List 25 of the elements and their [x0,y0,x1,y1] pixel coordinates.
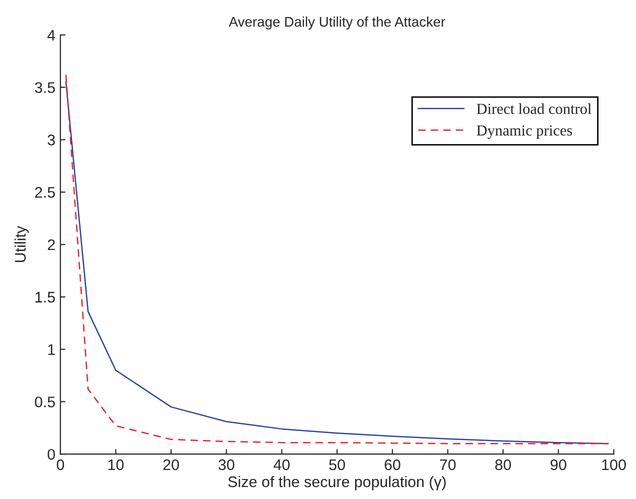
y-tick-label: 2 [48,239,55,250]
y-tick-label: 2.5 [35,186,55,198]
y-tick-label: 1 [48,344,55,355]
y-tick-label: 3.5 [34,82,55,94]
x-tick-label: 20 [163,459,179,470]
x-tick-label: 40 [274,459,290,470]
y-tick-label: 0 [48,448,55,460]
x-tick-label: 30 [218,459,234,470]
y-tick-label: 0.5 [34,396,55,408]
y-axis-title: Utility [14,226,29,262]
x-tick-label: 90 [550,459,566,470]
chart-title: Average Daily Utility of the Attacker [228,16,446,30]
y-tick-label: 3 [48,134,55,146]
x-tick-label: 70 [440,459,456,470]
x-tick-label: 0 [56,459,64,470]
x-tick-label: 60 [384,459,400,470]
legend-label: Direct load control [476,103,592,114]
x-tick-label: 100 [602,459,626,470]
y-tick-label: 1.5 [35,292,55,303]
x-axis-title: Size of the secure population (γ) [228,476,446,490]
y-tick-label: 4 [47,30,56,40]
x-tick-label: 80 [495,459,511,470]
x-tick-label: 50 [329,459,345,470]
x-tick-label: 10 [108,459,124,470]
legend-label: Dynamic prices [476,125,572,139]
